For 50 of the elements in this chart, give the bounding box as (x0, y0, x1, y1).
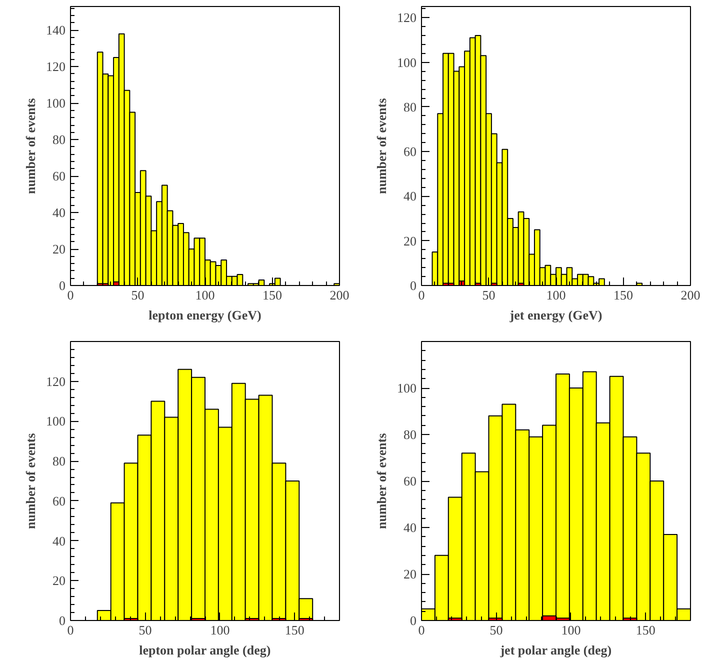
y-axis-title: number of events (374, 98, 389, 194)
x-tick-label: 100 (546, 288, 566, 302)
y-tick-label: 40 (404, 188, 416, 204)
y-tick-label: 20 (404, 566, 416, 582)
x-tick-label: 150 (614, 288, 633, 302)
y-tick-label: 100 (397, 54, 416, 70)
y-tick-label: 20 (404, 233, 416, 248)
x-tick-label: 200 (680, 288, 700, 302)
y-tick-label: 60 (52, 168, 66, 184)
x-tick-label: 200 (330, 288, 350, 302)
y-axis-title: number of events (23, 433, 38, 530)
x-tick-label: 100 (210, 622, 230, 638)
y-axis-title: number of events (23, 98, 38, 194)
x-axis-title: lepton polar angle (deg) (139, 642, 271, 658)
y-tick-label: 80 (52, 132, 66, 148)
y-tick-label: 0 (59, 278, 66, 293)
x-tick-label: 50 (138, 622, 152, 638)
y-tick-label: 140 (46, 22, 66, 38)
y-tick-label: 0 (410, 278, 416, 293)
x-tick-label: 150 (284, 622, 304, 638)
x-axis-title: jet energy (GeV) (508, 308, 602, 322)
y-tick-label: 100 (46, 414, 66, 429)
y-tick-label: 60 (404, 474, 416, 488)
y-tick-label: 80 (404, 427, 416, 442)
y-tick-label: 40 (52, 205, 66, 220)
x-tick-label: 100 (561, 622, 581, 638)
x-tick-label: 50 (482, 288, 496, 302)
y-axis-title: number of events (374, 433, 389, 530)
y-tick-label: 40 (404, 520, 416, 535)
y-tick-label: 120 (397, 10, 416, 26)
x-tick-label: 150 (636, 622, 656, 638)
y-tick-label: 0 (59, 613, 66, 628)
y-tick-label: 20 (52, 573, 66, 588)
y-tick-label: 60 (52, 493, 66, 508)
x-axis-title: jet polar angle (deg) (499, 642, 612, 658)
y-tick-label: 80 (404, 99, 416, 114)
y-tick-label: 80 (52, 454, 66, 469)
x-tick-label: 150 (262, 288, 282, 302)
y-tick-label: 120 (46, 59, 66, 74)
x-axis-title: lepton energy (GeV) (148, 308, 262, 322)
y-tick-label: 60 (404, 144, 416, 160)
y-tick-label: 120 (46, 374, 66, 389)
x-tick-label: 50 (490, 622, 503, 638)
y-tick-label: 40 (52, 533, 66, 548)
x-tick-label: 100 (195, 288, 215, 302)
y-tick-label: 0 (410, 613, 416, 628)
y-tick-label: 100 (397, 380, 416, 396)
y-tick-label: 100 (46, 96, 66, 111)
y-tick-label: 20 (52, 242, 66, 257)
x-tick-label: 50 (131, 288, 144, 302)
